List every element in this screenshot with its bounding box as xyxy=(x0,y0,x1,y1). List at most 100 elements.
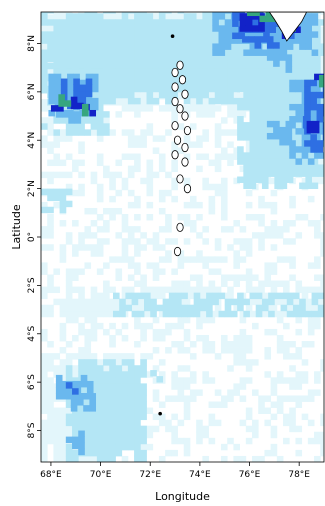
patch-cell xyxy=(233,85,240,93)
field-cell xyxy=(177,377,185,384)
field-cell xyxy=(134,159,141,167)
field-cell xyxy=(65,425,73,433)
field-cell xyxy=(127,165,135,173)
patch-cell xyxy=(103,455,110,462)
patch-cell xyxy=(289,152,296,159)
field-cell xyxy=(96,268,104,275)
patch-cell xyxy=(152,61,160,69)
patch-cell xyxy=(183,55,191,62)
field-cell xyxy=(283,347,290,354)
field-cell xyxy=(134,135,141,142)
field-cell xyxy=(146,371,154,378)
field-cell xyxy=(41,383,48,390)
field-cell xyxy=(109,207,116,215)
patch-cell xyxy=(103,19,110,26)
field-cell xyxy=(252,274,259,281)
patch-cell xyxy=(158,37,166,44)
patch-cell xyxy=(90,437,98,445)
patch-cell xyxy=(305,31,312,38)
field-cell xyxy=(171,437,178,445)
patch-cell xyxy=(78,55,85,62)
field-cell xyxy=(276,455,284,462)
patch-cell xyxy=(243,298,250,306)
field-cell xyxy=(158,135,166,142)
patch-cell xyxy=(249,292,257,300)
patch-cell xyxy=(261,298,269,306)
field-cell xyxy=(140,141,147,148)
patch-cell xyxy=(41,79,48,87)
field-cell xyxy=(270,401,278,408)
patch-cell xyxy=(103,123,110,130)
patch-cell xyxy=(65,31,73,38)
patch-cell xyxy=(152,55,160,62)
patch-cell xyxy=(134,55,141,62)
field-cell xyxy=(314,431,321,439)
field-cell xyxy=(214,189,222,197)
patch-cell xyxy=(72,455,79,462)
field-cell xyxy=(220,334,228,342)
field-cell xyxy=(227,365,234,372)
patch-cell xyxy=(268,109,275,117)
field-cell xyxy=(90,304,98,312)
field-cell xyxy=(41,292,48,300)
patch-cell xyxy=(115,67,123,75)
patch-cell xyxy=(249,109,257,117)
field-cell xyxy=(78,310,85,318)
field-cell xyxy=(152,347,160,354)
patch-cell xyxy=(227,79,234,87)
field-cell xyxy=(158,286,166,294)
field-cell xyxy=(84,455,92,462)
patch-cell xyxy=(50,105,58,112)
field-cell xyxy=(233,304,240,312)
field-cell xyxy=(239,383,247,390)
field-cell xyxy=(96,159,104,167)
patch-cell xyxy=(134,79,141,87)
patch-cell xyxy=(301,146,309,153)
patch-cell xyxy=(131,310,139,318)
patch-cell xyxy=(264,79,272,87)
field-cell xyxy=(146,286,154,294)
patch-cell xyxy=(220,67,228,75)
field-cell xyxy=(171,165,178,173)
y-tick-label: 8°N xyxy=(27,35,37,52)
patch-cell xyxy=(208,49,216,56)
patch-cell xyxy=(292,152,300,159)
field-cell xyxy=(59,171,67,179)
field-cell xyxy=(109,341,116,348)
field-cell xyxy=(134,280,141,287)
field-cell xyxy=(152,262,160,269)
patch-cell xyxy=(41,62,48,70)
patch-cell xyxy=(121,79,129,87)
patch-cell xyxy=(140,73,147,81)
field-cell xyxy=(96,292,104,300)
field-cell xyxy=(233,153,240,160)
field-cell xyxy=(239,310,247,318)
patch-cell xyxy=(183,13,191,20)
island-outline xyxy=(176,60,184,70)
field-cell xyxy=(245,201,253,209)
field-cell xyxy=(121,226,129,233)
patch-cell xyxy=(72,25,79,32)
field-cell xyxy=(103,238,110,245)
patch-cell xyxy=(134,431,141,439)
patch-cell xyxy=(233,61,240,69)
patch-cell xyxy=(109,365,116,372)
patch-cell xyxy=(237,146,244,153)
field-cell xyxy=(202,99,209,106)
patch-cell xyxy=(96,105,104,112)
patch-cell xyxy=(84,371,92,378)
patch-cell xyxy=(48,79,56,87)
patch-cell xyxy=(314,134,321,141)
field-cell xyxy=(47,117,54,124)
field-cell xyxy=(239,328,247,336)
patch-cell xyxy=(249,134,257,141)
field-cell xyxy=(295,383,303,390)
patch-cell xyxy=(96,87,104,94)
field-cell xyxy=(171,377,178,384)
patch-cell xyxy=(208,73,216,81)
field-cell xyxy=(314,232,321,239)
field-cell xyxy=(41,232,48,239)
patch-cell xyxy=(96,13,104,20)
patch-cell xyxy=(70,399,78,406)
patch-cell xyxy=(134,61,141,69)
